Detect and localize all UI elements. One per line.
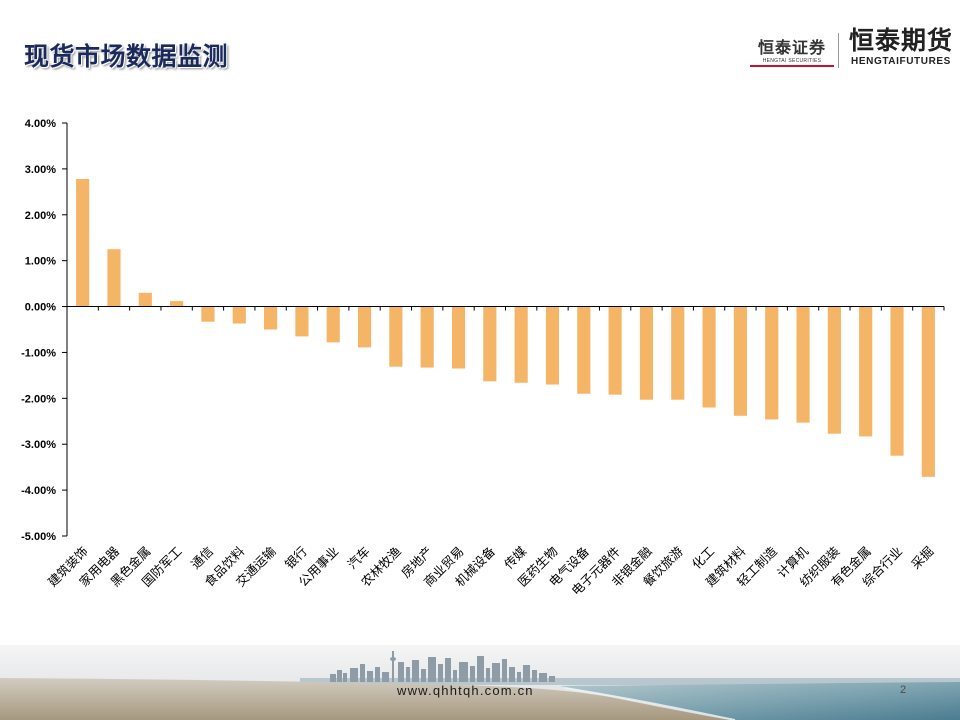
bar-25	[827, 306, 841, 434]
bar-18	[608, 306, 622, 395]
bar-21	[702, 306, 716, 408]
slide-title: 现货市场数据监测	[24, 42, 229, 71]
y-tick-label: 3.00%	[25, 164, 56, 176]
y-tick-label: -2.00%	[21, 393, 56, 405]
sand-beach	[0, 678, 730, 720]
bar-15	[514, 306, 528, 383]
sea	[560, 682, 960, 720]
bar-9	[326, 306, 340, 343]
category-label: 采掘	[908, 544, 936, 572]
securities-logo-english: HENGTAI SECURITIES	[750, 58, 834, 67]
bar-26	[859, 306, 873, 437]
y-tick-label: -3.00%	[21, 439, 56, 451]
shoreline-foam	[564, 687, 736, 720]
bar-23	[765, 306, 779, 420]
bar-19	[639, 306, 654, 400]
footer-banner	[0, 645, 960, 720]
bar-4	[170, 301, 184, 307]
bar-28	[921, 306, 935, 477]
bar-2	[107, 249, 121, 307]
footer-beach-skyline-image	[0, 645, 960, 720]
bar-20	[671, 306, 685, 400]
hengtai-futures-logo: 恒泰期货 HENGTAIFUTURES	[845, 26, 957, 68]
y-tick-label: 2.00%	[25, 210, 56, 222]
y-tick-label: 4.00%	[25, 118, 56, 130]
distant-water	[300, 678, 960, 685]
y-tick-label: -4.00%	[21, 485, 56, 497]
bar-11	[389, 306, 403, 367]
y-tick-label: -5.00%	[21, 531, 56, 543]
logo-divider	[838, 33, 839, 68]
bar-12	[420, 306, 434, 368]
bar-5	[201, 306, 215, 322]
y-tick-label: 1.00%	[25, 256, 56, 268]
bar-7	[264, 306, 278, 330]
bar-22	[733, 306, 747, 416]
x-axis	[66, 306, 945, 311]
bar-24	[796, 306, 810, 423]
futures-logo-name: 恒泰期货	[848, 26, 953, 55]
bar-10	[357, 306, 372, 348]
page-number: 2	[900, 684, 907, 696]
website-url: www.qhhtqh.com.cn	[397, 683, 534, 698]
futures-logo-english: HENGTAIFUTURES	[851, 56, 951, 67]
hengtai-securities-logo: 恒泰证券 HENGTAI SECURITIES	[750, 37, 834, 67]
securities-logo-name: 恒泰证券	[757, 38, 826, 57]
bar-16	[545, 306, 560, 385]
y-tick-label: -1.00%	[21, 347, 56, 359]
bar-27	[890, 306, 904, 456]
bar-17	[577, 306, 591, 394]
y-axis: 4.00% 3.00% 2.00% 1.00% 0.00% -1.00% -2.00% -3.…	[21, 118, 68, 543]
y-tick-label: 0.00%	[25, 302, 56, 314]
bar-1	[76, 178, 90, 307]
bar-13	[451, 306, 466, 369]
bar-6	[232, 306, 246, 324]
bar-8	[295, 306, 309, 337]
bars	[76, 178, 935, 477]
bar-14	[483, 306, 497, 382]
bar-3	[138, 292, 152, 307]
city-skyline	[330, 651, 555, 682]
industry-bar-chart: 4.00% 3.00% 2.00% 1.00% 0.00% -1.00% -2.00% -3.…	[21, 118, 945, 598]
